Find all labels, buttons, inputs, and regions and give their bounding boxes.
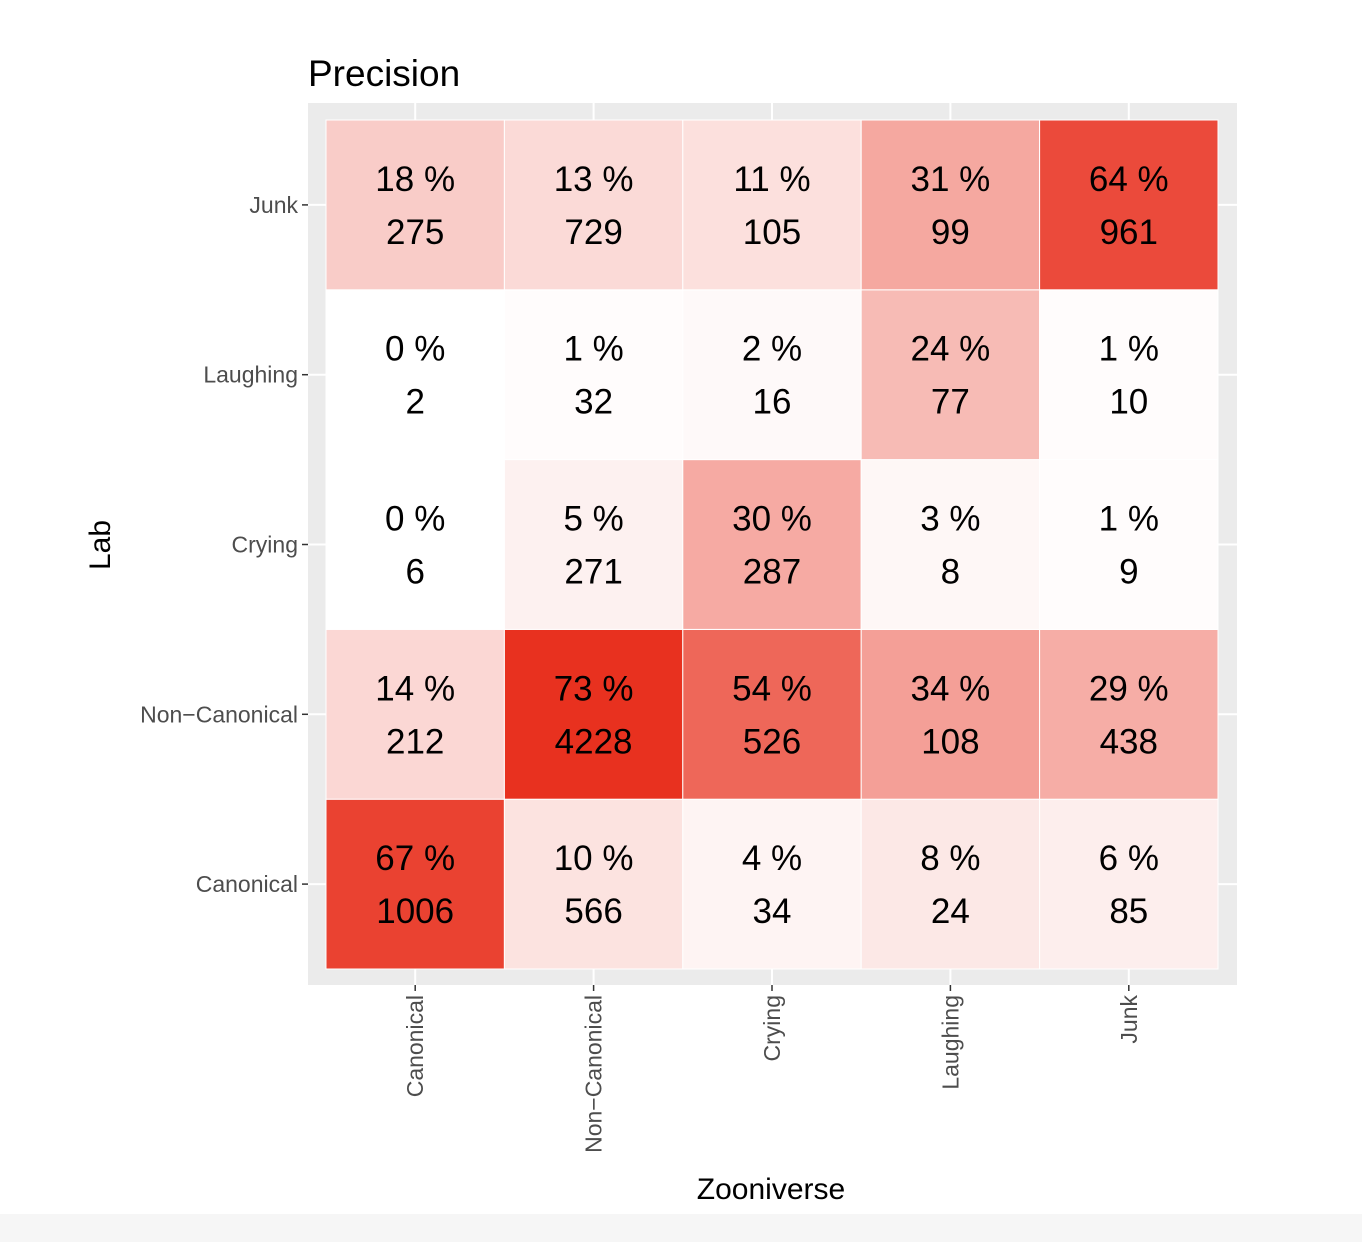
chart-title: Precision	[308, 53, 460, 94]
cell-percent-label: 0 %	[385, 500, 445, 539]
x-tick-label: Laughing	[937, 995, 963, 1090]
heatmap-cell	[325, 628, 505, 800]
heatmap-cell	[860, 459, 1041, 630]
heatmap-cell	[1039, 289, 1219, 461]
x-axis: Canonical Non−Canonical Crying Laughing Junk	[402, 985, 1142, 1153]
cell-percent-label: 0 %	[385, 330, 445, 369]
cell-percent-label: 14 %	[375, 669, 455, 708]
heatmap-cell	[325, 798, 505, 970]
heatmap-cell	[1039, 459, 1219, 630]
cell-count-label: 271	[564, 553, 622, 592]
cell-count-label: 6	[405, 553, 424, 592]
heatmap-cell	[682, 289, 862, 461]
cell-count-label: 85	[1109, 892, 1148, 931]
cell-count-label: 1006	[376, 892, 454, 931]
heatmap-cell	[860, 628, 1041, 800]
cell-percent-label: 5 %	[563, 500, 623, 539]
y-tick-label: Canonical	[196, 871, 298, 897]
heatmap-cell	[1039, 119, 1219, 291]
y-tick-label: Laughing	[203, 362, 298, 388]
cell-count-label: 8	[941, 553, 960, 592]
cell-percent-label: 24 %	[911, 330, 991, 369]
heatmap-cell	[325, 119, 505, 291]
cell-percent-label: 1 %	[563, 330, 623, 369]
cell-percent-label: 4 %	[742, 839, 802, 878]
cell-count-label: 4228	[555, 722, 633, 761]
cell-percent-label: 54 %	[732, 669, 812, 708]
heatmap-cell	[682, 798, 862, 970]
heatmap-cell	[860, 798, 1041, 970]
cell-count-label: 438	[1100, 722, 1158, 761]
cell-count-label: 275	[386, 213, 444, 252]
heatmap-cell	[503, 798, 684, 970]
y-axis-title: Lab	[84, 520, 117, 570]
y-tick-label: Non−Canonical	[140, 701, 298, 727]
cell-percent-label: 31 %	[911, 160, 991, 199]
cell-count-label: 16	[753, 383, 792, 422]
bottom-strip	[0, 1214, 1362, 1242]
cell-count-label: 566	[564, 892, 622, 931]
cell-count-label: 105	[743, 213, 801, 252]
x-tick-label: Junk	[1116, 995, 1142, 1044]
cell-percent-label: 1 %	[1099, 500, 1159, 539]
heatmap-cell	[682, 119, 862, 291]
cell-count-label: 9	[1119, 553, 1138, 592]
x-tick-label: Canonical	[402, 995, 428, 1097]
cell-count-label: 32	[574, 383, 613, 422]
heatmap-cell	[1039, 628, 1219, 800]
heatmap-cell	[682, 459, 862, 630]
cell-percent-label: 64 %	[1089, 160, 1169, 199]
cell-percent-label: 73 %	[554, 669, 634, 708]
x-axis-title: Zooniverse	[697, 1173, 845, 1206]
heatmap-cell	[503, 459, 684, 630]
y-tick-label: Junk	[249, 192, 298, 218]
cell-percent-label: 1 %	[1099, 330, 1159, 369]
cell-labels: 67 % 1006 10 % 566 4 % 34 8 % 24 6 % 85 14 % 212 73 …	[375, 160, 1168, 931]
x-tick-label: Crying	[759, 995, 785, 1061]
cell-percent-label: 6 %	[1099, 839, 1159, 878]
y-axis: Canonical Non−Canonical Crying Laughing Junk	[140, 192, 308, 897]
heatmap-cell	[503, 628, 684, 800]
cell-count-label: 961	[1100, 213, 1158, 252]
cell-percent-label: 29 %	[1089, 669, 1169, 708]
cell-count-label: 287	[743, 553, 801, 592]
cell-percent-label: 13 %	[554, 160, 634, 199]
heatmap-cell	[1039, 798, 1219, 970]
cell-percent-label: 67 %	[375, 839, 455, 878]
cell-count-label: 10	[1109, 383, 1148, 422]
heatmap-cell	[860, 119, 1041, 291]
heatmap-cell	[325, 459, 505, 630]
heatmap-cells	[325, 119, 1219, 970]
cell-count-label: 729	[564, 213, 622, 252]
cell-count-label: 212	[386, 722, 444, 761]
cell-percent-label: 11 %	[733, 160, 810, 199]
heatmap-cell	[682, 628, 862, 800]
heatmap-cell	[503, 289, 684, 461]
heatmap-cell	[325, 289, 505, 461]
cell-percent-label: 2 %	[742, 330, 802, 369]
heatmap-cell	[503, 119, 684, 291]
cell-percent-label: 8 %	[920, 839, 980, 878]
cell-percent-label: 3 %	[920, 500, 980, 539]
y-tick-label: Crying	[232, 532, 298, 558]
cell-percent-label: 18 %	[375, 160, 455, 199]
cell-count-label: 24	[931, 892, 970, 931]
cell-count-label: 77	[931, 383, 970, 422]
cell-count-label: 526	[743, 722, 801, 761]
cell-percent-label: 30 %	[732, 500, 812, 539]
cell-count-label: 99	[931, 213, 970, 252]
heatmap-cell	[860, 289, 1041, 461]
cell-count-label: 2	[405, 383, 424, 422]
cell-percent-label: 34 %	[911, 669, 991, 708]
cell-count-label: 34	[753, 892, 792, 931]
x-tick-label: Non−Canonical	[581, 995, 607, 1153]
cell-count-label: 108	[921, 722, 979, 761]
cell-percent-label: 10 %	[554, 839, 634, 878]
